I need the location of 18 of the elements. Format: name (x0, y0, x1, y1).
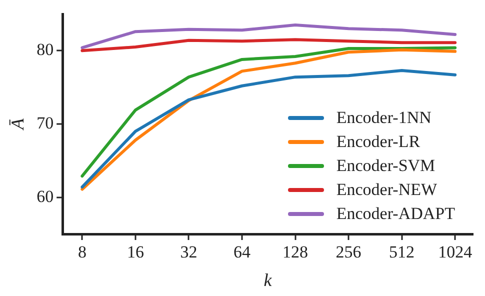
legend-label: Encoder-ADAPT (336, 204, 455, 224)
y-tick-label: 60 (36, 186, 54, 206)
x-axis-title: k (264, 270, 273, 290)
y-tick-label: 80 (36, 40, 54, 60)
y-axis-title: Ā (8, 118, 28, 130)
legend-label: Encoder-NEW (336, 180, 438, 200)
x-tick-label: 16 (126, 242, 144, 262)
y-tick-label: 70 (36, 113, 54, 132)
x-tick-label: 1024 (438, 242, 473, 262)
legend-label: Encoder-1NN (336, 108, 432, 128)
x-tick-label: 256 (336, 242, 362, 262)
x-tick-label: 64 (233, 242, 251, 262)
legend-label: Encoder-LR (336, 132, 420, 152)
x-tick-label: 32 (180, 242, 198, 262)
x-tick-label: 512 (389, 242, 415, 262)
x-tick-label: 128 (282, 242, 308, 262)
x-tick-label: 8 (78, 242, 86, 262)
legend-label: Encoder-SVM (336, 156, 436, 176)
